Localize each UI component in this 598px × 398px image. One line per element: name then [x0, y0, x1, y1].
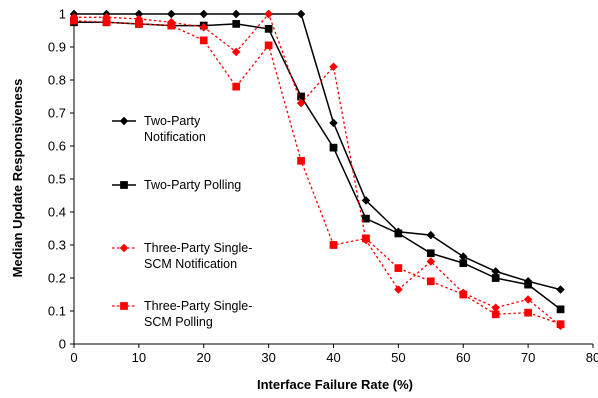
y-tick-label: 0.7: [48, 106, 66, 121]
legend-swatch-marker: [120, 181, 128, 189]
data-point: [264, 9, 273, 19]
data-point: [426, 257, 436, 266]
legend-label: SCM Notification: [144, 257, 237, 271]
series-line: [73, 19, 561, 325]
x-tick-label: 60: [456, 350, 470, 365]
data-point: [394, 229, 403, 238]
data-point: [296, 9, 306, 19]
legend-label: Three-Party Single-: [144, 299, 252, 313]
data-point: [491, 274, 500, 282]
legend-entry-2: Two-Party Polling: [112, 178, 241, 192]
data-point: [459, 290, 468, 299]
data-point: [231, 47, 241, 57]
data-point: [556, 320, 565, 329]
legend-label: SCM Polling: [144, 315, 213, 329]
data-point: [394, 264, 403, 272]
data-point: [232, 20, 241, 28]
legend-swatch-marker: [119, 116, 129, 126]
x-axis-title: Interface Failure Rate (%): [257, 377, 413, 392]
data-point: [329, 143, 338, 152]
data-point: [329, 241, 338, 249]
y-tick-label: 0.5: [48, 172, 66, 187]
data-point: [199, 22, 209, 32]
series-3: [69, 9, 565, 331]
data-point: [524, 280, 532, 289]
x-tick-label: 0: [70, 350, 77, 365]
legend-label: Two-Party: [144, 114, 201, 128]
legend-entry-4: Three-Party Single- SCM Polling: [112, 299, 252, 329]
y-tick-label: 0.9: [48, 40, 66, 55]
legend-entry-1: Two-Party Notification: [112, 114, 206, 144]
x-tick-label: 80: [586, 350, 598, 365]
data-point: [199, 36, 208, 45]
data-point: [426, 230, 436, 240]
series-1: [69, 9, 565, 294]
data-point: [459, 259, 468, 267]
data-point: [102, 18, 111, 27]
x-tick-label: 70: [521, 350, 535, 365]
data-point: [556, 305, 565, 314]
x-tick-label: 40: [326, 350, 340, 365]
series-4: [70, 16, 565, 329]
series-line: [74, 12, 562, 327]
y-tick-label: 0.8: [48, 73, 66, 88]
legend: Two-Party Notification Two-Party Polling Th…: [112, 114, 252, 329]
data-point: [329, 62, 338, 72]
data-point: [264, 25, 273, 33]
data-point: [70, 16, 78, 25]
data-point: [524, 308, 532, 317]
data-point: [232, 82, 241, 91]
x-tick-label: 20: [197, 350, 211, 365]
data-point: [361, 196, 371, 205]
legend-label: Notification: [144, 130, 206, 144]
legend-swatch-marker: [120, 302, 128, 310]
data-point: [264, 41, 273, 50]
x-tick-label: 30: [261, 350, 275, 365]
data-point: [166, 9, 176, 19]
y-tick-label: 0.1: [48, 304, 66, 319]
series-layer: [69, 9, 565, 331]
y-tick-label: 0.2: [48, 271, 66, 286]
y-tick-label: 0.4: [48, 205, 66, 220]
axes: 00.10.20.30.40.50.60.70.80.910 10 20 30 40 50…: [48, 7, 598, 366]
data-point: [362, 214, 370, 223]
legend-label: Two-Party Polling: [144, 178, 241, 192]
data-point: [199, 9, 209, 19]
legend-entry-3: Three-Party Single- SCM Notification: [112, 241, 252, 271]
y-tick-label: 1: [59, 7, 66, 22]
y-tick-label: 0: [59, 337, 66, 352]
x-tick-label: 50: [391, 350, 405, 365]
data-point: [491, 310, 500, 319]
data-point: [167, 21, 176, 30]
data-point: [329, 118, 338, 128]
y-tick-label: 0.3: [48, 238, 66, 253]
data-point: [296, 98, 306, 108]
data-point: [426, 277, 435, 286]
data-point: [135, 20, 143, 28]
y-tick-label: 0.6: [48, 139, 66, 154]
data-point: [297, 157, 305, 165]
data-point: [426, 249, 435, 258]
data-point: [394, 285, 403, 294]
legend-swatch-marker: [119, 243, 129, 253]
legend-label: Three-Party Single-: [144, 241, 252, 255]
data-point: [362, 234, 370, 243]
data-point: [231, 9, 241, 19]
data-point: [556, 285, 565, 294]
y-axis-title: Median Update Responsiveness: [10, 79, 25, 278]
x-tick-label: 10: [132, 350, 146, 365]
data-point: [523, 295, 533, 304]
series-line: [74, 13, 561, 291]
